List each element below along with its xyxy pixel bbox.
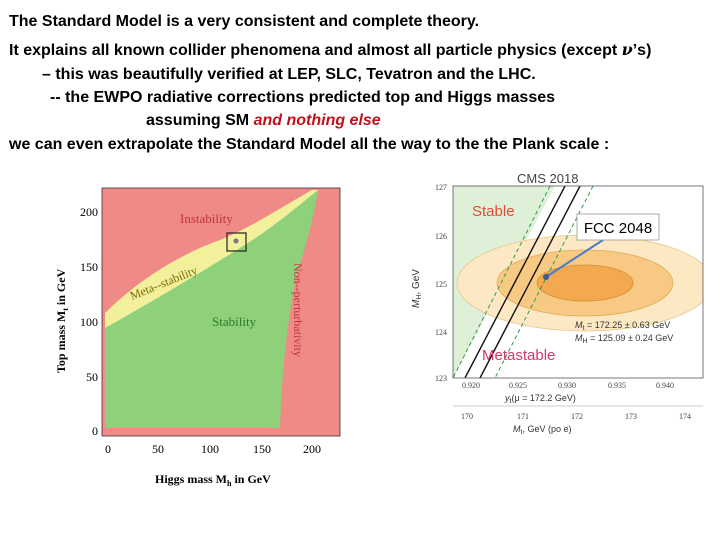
x-tick-150: 150: [253, 442, 271, 456]
yt-tick-0925: 0.925: [509, 381, 527, 390]
left-y-label: Top mass Mt in GeV: [54, 268, 70, 373]
plot-frame: [101, 187, 341, 437]
y-tick-125: 125: [435, 280, 447, 289]
y-tick-150: 150: [80, 260, 98, 274]
boundary-line-1: [453, 186, 551, 378]
y-tick-124: 124: [435, 328, 447, 337]
verified-line: – this was beautifully verified at LEP, …: [42, 66, 536, 83]
y-tick-123: 123: [435, 374, 447, 383]
nu-symbol: ν: [621, 40, 633, 59]
ewpo-line: -- the EWPO radiative corrections predic…: [50, 89, 556, 106]
explains-end: ’s): [632, 42, 652, 59]
central-value-point: [543, 274, 549, 280]
y-tick-0: 0: [92, 424, 98, 438]
vacuum-stability-plot: 200 150 100 50 0 0 50 100 150 200 Higgs …: [54, 187, 341, 488]
left-x-label: Higgs mass Mh in GeV: [155, 472, 271, 488]
x-tick-50: 50: [152, 442, 164, 456]
yt-tick-0940: 0.940: [656, 381, 674, 390]
yt-tick-0930: 0.930: [558, 381, 576, 390]
y-tick-126: 126: [435, 232, 447, 241]
x-tick-0: 0: [105, 442, 111, 456]
yt-axis-label: yt(μ = 172.2 GeV): [504, 393, 576, 405]
mt-tick-174: 174: [679, 412, 691, 421]
inner-ellipse: [536, 264, 634, 302]
explains-line: It explains all known collider phenomena…: [9, 40, 651, 61]
assuming-text: assuming SM: [146, 112, 254, 129]
stability-label: Stability: [212, 314, 257, 329]
cms-title: CMS 2018: [517, 171, 578, 186]
stable-label: Stable: [472, 203, 515, 220]
x-tick-labels: 0 50 100 150 200: [105, 442, 321, 456]
metastable-label: Metastable: [482, 347, 555, 364]
mt-tick-173: 173: [625, 412, 637, 421]
cms-plot: FCC 2048 CMS 2018 Stable Metastable Mt =…: [411, 171, 704, 436]
y-tick-labels: 200 150 100 50 0: [80, 205, 98, 438]
bottom-strip: [150, 428, 195, 436]
mh-value: MH = 125.09 ± 0.24 GeV: [575, 333, 673, 345]
y-tick-50: 50: [86, 370, 98, 384]
y-tick-127: 127: [435, 183, 447, 192]
nonperturbativity-label: Non--perturbativity: [291, 263, 305, 357]
assuming-line: assuming SM and nothing else: [146, 111, 381, 131]
instability-label: Instability: [180, 211, 233, 226]
measured-point: [233, 238, 239, 244]
right-plot-frame: [452, 185, 704, 379]
fcc-arrow: [545, 239, 604, 278]
x-tick-100: 100: [201, 442, 219, 456]
extrapolate-line: we can even extrapolate the Standard Mod…: [9, 136, 610, 153]
x-tick-200: 200: [303, 442, 321, 456]
boundary-line-2: [464, 186, 566, 378]
mass-box: [226, 232, 247, 252]
headline: The Standard Model is a very consistent …: [9, 13, 480, 30]
yellow-region: [105, 190, 318, 328]
right-y-ticks: 127 126 125 124 123: [435, 183, 447, 383]
yt-tick-0920: 0.920: [462, 381, 480, 390]
explains-text: It explains all known collider phenomena…: [9, 42, 622, 59]
yt-tick-0935: 0.935: [608, 381, 626, 390]
fcc-label: FCC 2048: [584, 220, 652, 237]
yt-ticks: 0.920 0.925 0.930 0.935 0.940: [462, 381, 674, 390]
mt-tick-171: 171: [517, 412, 529, 421]
mt-value: Mt = 172.25 ± 0.63 GeV: [575, 320, 670, 332]
mt-ticks: 170 171 172 173 174: [461, 412, 691, 421]
mt-tick-172: 172: [571, 412, 583, 421]
y-tick-200: 200: [80, 205, 98, 219]
mt-tick-170: 170: [461, 412, 473, 421]
mt-axis-label: Mt, GeV (po e): [513, 424, 571, 436]
fcc-box: [576, 213, 660, 241]
nothing-else-text: and nothing else: [253, 112, 381, 129]
green-region: [105, 190, 318, 428]
boundary-line-3: [479, 186, 581, 378]
right-y-label: MH, GeV: [411, 269, 423, 308]
y-tick-100: 100: [80, 315, 98, 329]
